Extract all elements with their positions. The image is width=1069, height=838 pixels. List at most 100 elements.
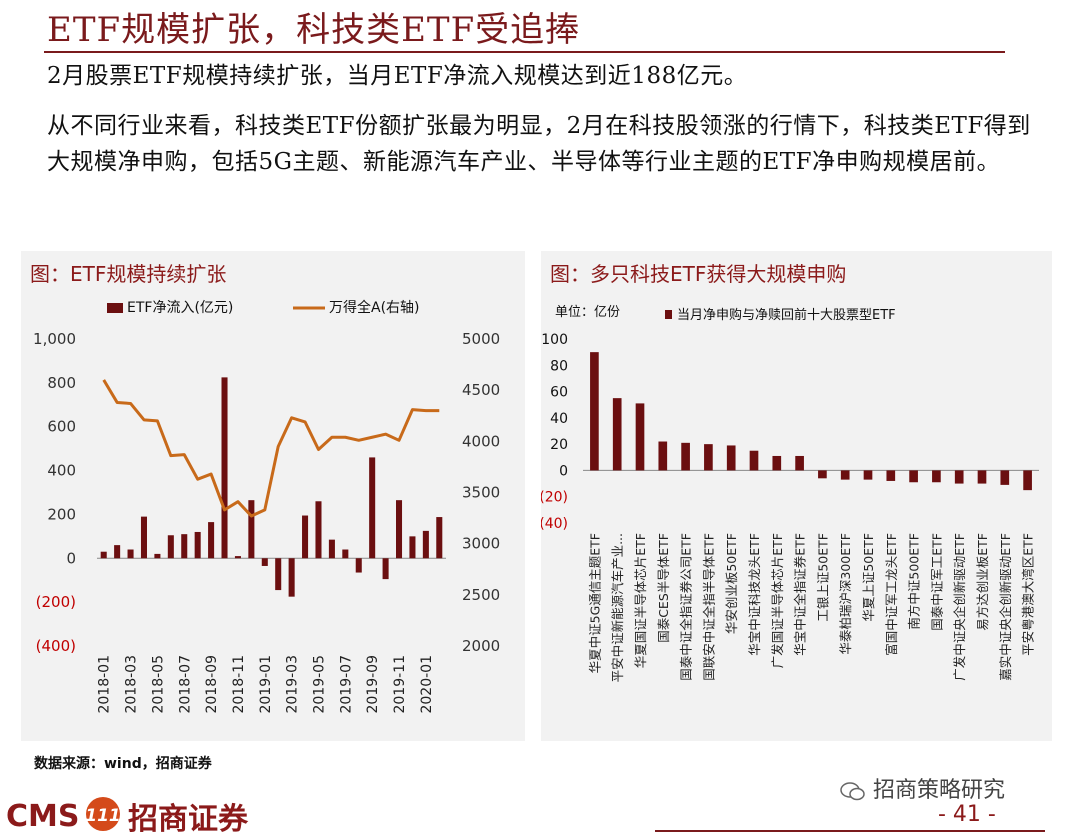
- etf-inflow-chart: ETF净流入(亿元) 万得全A(右轴)1,0008006004002000(200…: [33, 299, 500, 714]
- category-label: 平安粤港澳大湾区ETF: [1021, 533, 1036, 656]
- x-tick-label: 2018-03: [124, 655, 140, 714]
- inflow-bar: [342, 549, 349, 559]
- category-label: 国泰中证全指证券公司ETF: [679, 533, 694, 681]
- subscription-bar: [704, 444, 713, 471]
- x-tick-label: 2018-11: [231, 655, 247, 714]
- y-tick-label: 80: [550, 358, 568, 374]
- inflow-bar: [275, 558, 282, 591]
- legend-bar-swatch: [107, 303, 123, 313]
- y-right-tick-label: 4500: [462, 381, 500, 399]
- subscription-bar: [909, 470, 918, 483]
- page-title: ETF规模扩张，科技类ETF受追捧: [47, 10, 581, 50]
- bottom-rule: [655, 830, 1045, 832]
- y-tick-label: 20: [550, 437, 568, 453]
- inflow-bar: [127, 549, 134, 559]
- subscription-bar: [635, 403, 645, 471]
- category-label: 工银上证50ETF: [815, 533, 830, 622]
- etf-subscription-chart: 单位：亿份 当月净申购与净赎回前十大股票型ETF 100 80 60 40 20 0 (20) (…: [541, 305, 1039, 682]
- logo-name: 招商证券: [128, 802, 248, 837]
- wind-all-a-line: [102, 379, 440, 518]
- inflow-bar: [248, 500, 255, 559]
- inflow-bar: [154, 553, 161, 559]
- subscription-bar: [818, 470, 827, 479]
- y-right-tick-label: 2500: [462, 586, 500, 604]
- y-right-tick-label: 2000: [462, 637, 500, 655]
- wechat-icon: [840, 781, 866, 801]
- logo-cms-text: CMS: [6, 799, 79, 834]
- cms-logo: CMS 111: [6, 797, 121, 834]
- y-tick-label: 40: [550, 411, 568, 427]
- unit-label: 单位：亿份: [555, 305, 620, 320]
- subscription-bar: [749, 450, 759, 471]
- y-left-tick-label: 600: [47, 418, 76, 436]
- category-label: 广发国证半导体芯片ETF: [770, 533, 785, 668]
- y-left-tick-label: (200): [36, 593, 76, 611]
- x-tick-label: 2019-07: [338, 655, 354, 714]
- category-label: 广发中证央企创新驱动ETF: [952, 533, 967, 681]
- x-tick-label: 2020-01: [419, 655, 435, 714]
- x-tick-label: 2018-05: [150, 655, 166, 714]
- left-chart-panel: [21, 251, 525, 741]
- right-chart-title: 图：多只科技ETF获得大规模申购: [550, 262, 847, 286]
- category-label: 华宝中证科技龙头ETF: [747, 533, 762, 656]
- x-tick-label: 2018-01: [97, 655, 113, 714]
- subscription-bar: [795, 455, 804, 471]
- subscription-bar: [977, 470, 987, 484]
- inflow-bar: [261, 558, 268, 566]
- y-right-tick-label: 3000: [462, 535, 500, 553]
- y-left-tick-label: (400): [36, 637, 76, 655]
- inflow-bar: [208, 522, 215, 559]
- y-left-tick-label: 400: [47, 462, 76, 480]
- subscription-bar: [1000, 470, 1010, 485]
- inflow-bar: [302, 515, 309, 559]
- right-chart-panel: [541, 251, 1052, 741]
- y-left-tick-label: 200: [47, 505, 76, 523]
- paragraph-1: 2月股票ETF规模持续扩张，当月ETF净流入规模达到近188亿元。: [47, 63, 748, 89]
- inflow-bar: [194, 531, 201, 559]
- x-tick-label: 2019-09: [365, 655, 381, 714]
- paragraph-2: 从不同行业来看，科技类ETF份额扩张最为明显，2月在科技股领涨的行情下，科技类E…: [47, 113, 1031, 175]
- x-tick-label: 2019-01: [258, 655, 274, 714]
- category-label: 国泰中证军工ETF: [929, 533, 944, 631]
- y-tick-label: (20): [541, 490, 568, 506]
- subscription-bar: [863, 470, 873, 480]
- y-tick-label: 0: [559, 463, 568, 479]
- category-label: 华宝中证全指证券ETF: [793, 533, 808, 656]
- legend-bar-swatch: [665, 310, 672, 319]
- x-tick-label: 2018-07: [177, 655, 193, 714]
- wechat-account: 招商策略研究: [840, 772, 1005, 804]
- subscription-bar: [932, 470, 941, 483]
- category-label: 国泰CES半导体ETF: [656, 533, 671, 643]
- y-right-tick-label: 3500: [462, 484, 500, 502]
- data-source: 数据来源：wind，招商证券: [34, 756, 212, 772]
- inflow-bar: [382, 558, 389, 580]
- inflow-bar: [114, 545, 121, 559]
- y-right-tick-label: 5000: [462, 330, 500, 348]
- inflow-bar: [288, 558, 295, 597]
- legend-bar-label: ETF净流入(亿元): [127, 300, 233, 316]
- logo-emblem-icon: [86, 797, 120, 831]
- subscription-bar: [840, 470, 850, 480]
- category-label: 华安创业板50ETF: [724, 533, 739, 634]
- inflow-bar: [328, 539, 335, 559]
- inflow-bar: [369, 457, 376, 559]
- category-label: 易方达创业板ETF: [975, 533, 990, 631]
- inflow-bar: [436, 517, 443, 559]
- y-left-tick-label: 0: [66, 549, 76, 567]
- y-tick-label: (40): [541, 516, 568, 532]
- category-label: 南方中证500ETF: [907, 533, 922, 630]
- category-label: 华夏国证半导体芯片ETF: [633, 533, 648, 668]
- category-label: 国联安中证全指半导体ETF: [701, 533, 716, 681]
- y-left-tick-label: 1,000: [33, 330, 76, 348]
- wechat-name: 招商策略研究: [873, 778, 1006, 803]
- logo-emblem-text: 111: [85, 806, 121, 826]
- x-tick-label: 2019-03: [285, 655, 301, 714]
- legend-line-label: 万得全A(右轴): [329, 299, 420, 316]
- inflow-bar: [234, 556, 241, 559]
- subscription-bar: [886, 470, 896, 481]
- category-label: 嘉实中证央企创新驱动ETF: [998, 533, 1013, 681]
- inflow-bar: [221, 377, 228, 559]
- inflow-bar: [409, 536, 416, 559]
- inflow-bar: [395, 500, 403, 559]
- subscription-bar: [681, 442, 690, 471]
